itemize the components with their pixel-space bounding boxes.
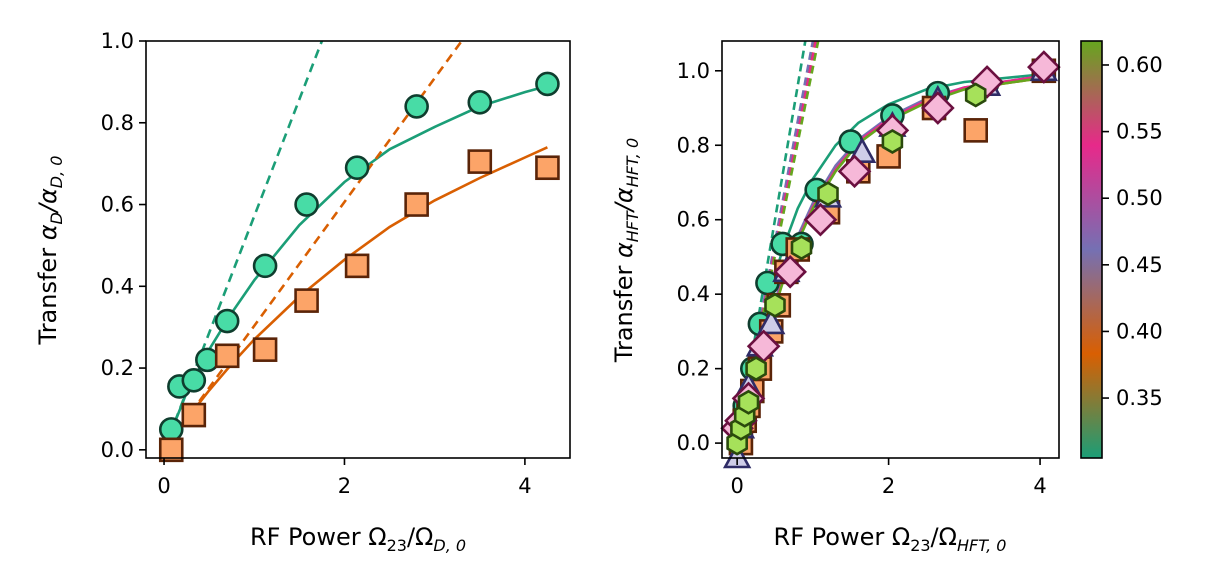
x-tick-label: 4 [1033, 474, 1046, 498]
data-point-hexagon [790, 235, 813, 261]
data-point-circle [535, 71, 560, 97]
data-point-circle [181, 368, 207, 393]
x-tick-label: 0 [157, 474, 170, 498]
y-tick-label: 0.4 [677, 282, 710, 306]
data-point-circle [294, 192, 319, 217]
x-tick-label: 0 [730, 474, 743, 498]
right-x-axis-label: RF Power Ω23/ΩHFT, 0 [774, 523, 1007, 555]
colorbar-tick-label: 0.35 [1116, 386, 1163, 410]
linear-fit-line-circle [162, 41, 324, 451]
colorbar-tick-label: 0.60 [1116, 53, 1163, 77]
right-data-points [720, 50, 1061, 469]
right-axes-frame [721, 40, 1060, 459]
data-point-hexagon [964, 82, 987, 108]
y-tick-label: 0.0 [101, 438, 134, 462]
colorbar-tick-label: 0.50 [1116, 186, 1163, 210]
data-point-triangle [722, 442, 752, 469]
left-data-points [158, 71, 560, 463]
data-point-circle [344, 155, 370, 181]
colorbar-gradient [1081, 41, 1102, 458]
y-tick-label: 0.8 [677, 133, 710, 157]
left-x-axis-label: RF Power Ω23/ΩD, 0 [250, 523, 466, 555]
data-point-square [535, 155, 560, 181]
left-ticks: 0 2 4 0.0 0.2 0.4 0.6 0.8 1.0 [101, 29, 532, 498]
data-point-square [214, 343, 240, 369]
right-ticks: 0 2 4 0.0 0.2 0.4 0.6 0.8 1.0 [677, 59, 1047, 498]
data-point-square [467, 149, 493, 174]
data-point-diamond [803, 202, 838, 237]
data-point-hexagon [881, 128, 904, 155]
colorbar-ticks: 0.35 0.40 0.45 0.50 0.55 0.60 [1102, 53, 1163, 410]
data-point-hexagon [737, 389, 760, 415]
data-point-hexagon [764, 292, 786, 318]
data-point-diamond [837, 154, 872, 189]
y-tick-label: 0.2 [101, 356, 134, 380]
data-point-square [158, 437, 184, 463]
data-point-circle [404, 94, 429, 119]
y-tick-label: 0.2 [677, 357, 710, 381]
x-tick-label: 2 [338, 474, 351, 498]
data-point-hexagon [745, 356, 767, 382]
y-tick-label: 0.8 [101, 111, 134, 135]
y-tick-label: 0.6 [101, 193, 134, 217]
colorbar: 0.35 0.40 0.45 0.50 0.55 0.60 [1080, 40, 1163, 459]
data-point-square [344, 253, 370, 279]
y-tick-label: 1.0 [677, 59, 710, 83]
data-point-hexagon [817, 181, 839, 207]
left-axes-frame [145, 40, 571, 459]
x-tick-label: 2 [882, 474, 895, 498]
y-tick-label: 1.0 [101, 29, 134, 53]
right-panel: 0 2 4 0.0 0.2 0.4 0.6 0.8 1.0 RF Power Ω23/ΩHFT,… [610, 40, 1061, 555]
data-point-square [252, 337, 278, 362]
data-point-diamond [1027, 50, 1061, 84]
left-y-axis-label: Transfer αD/αD, 0 [34, 156, 66, 346]
y-tick-label: 0.6 [677, 208, 710, 232]
data-point-square [404, 192, 429, 217]
data-point-diamond [920, 91, 955, 125]
data-point-diamond [773, 255, 807, 289]
y-tick-label: 0.4 [101, 274, 134, 298]
data-point-triangle [757, 308, 786, 335]
y-tick-label: 0.0 [677, 431, 710, 455]
colorbar-frame [1080, 40, 1103, 459]
data-point-square [181, 402, 207, 428]
colorbar-tick-label: 0.55 [1116, 120, 1163, 144]
data-point-circle [214, 308, 240, 334]
data-point-square [963, 118, 988, 143]
data-point-circle [252, 253, 278, 279]
data-point-circle [158, 417, 184, 442]
left-panel: 0 2 4 0.0 0.2 0.4 0.6 0.8 1.0 RF Power Ω23/ΩD, 0… [34, 29, 571, 555]
colorbar-tick-label: 0.40 [1116, 319, 1163, 343]
saturation-fit-curve-square [162, 146, 548, 451]
data-point-square [294, 288, 319, 313]
x-tick-label: 4 [518, 474, 531, 498]
right-y-axis-label: Transfer αHFT/αHFT, 0 [610, 138, 642, 363]
data-point-circle [467, 90, 493, 115]
colorbar-tick-label: 0.45 [1116, 253, 1163, 277]
